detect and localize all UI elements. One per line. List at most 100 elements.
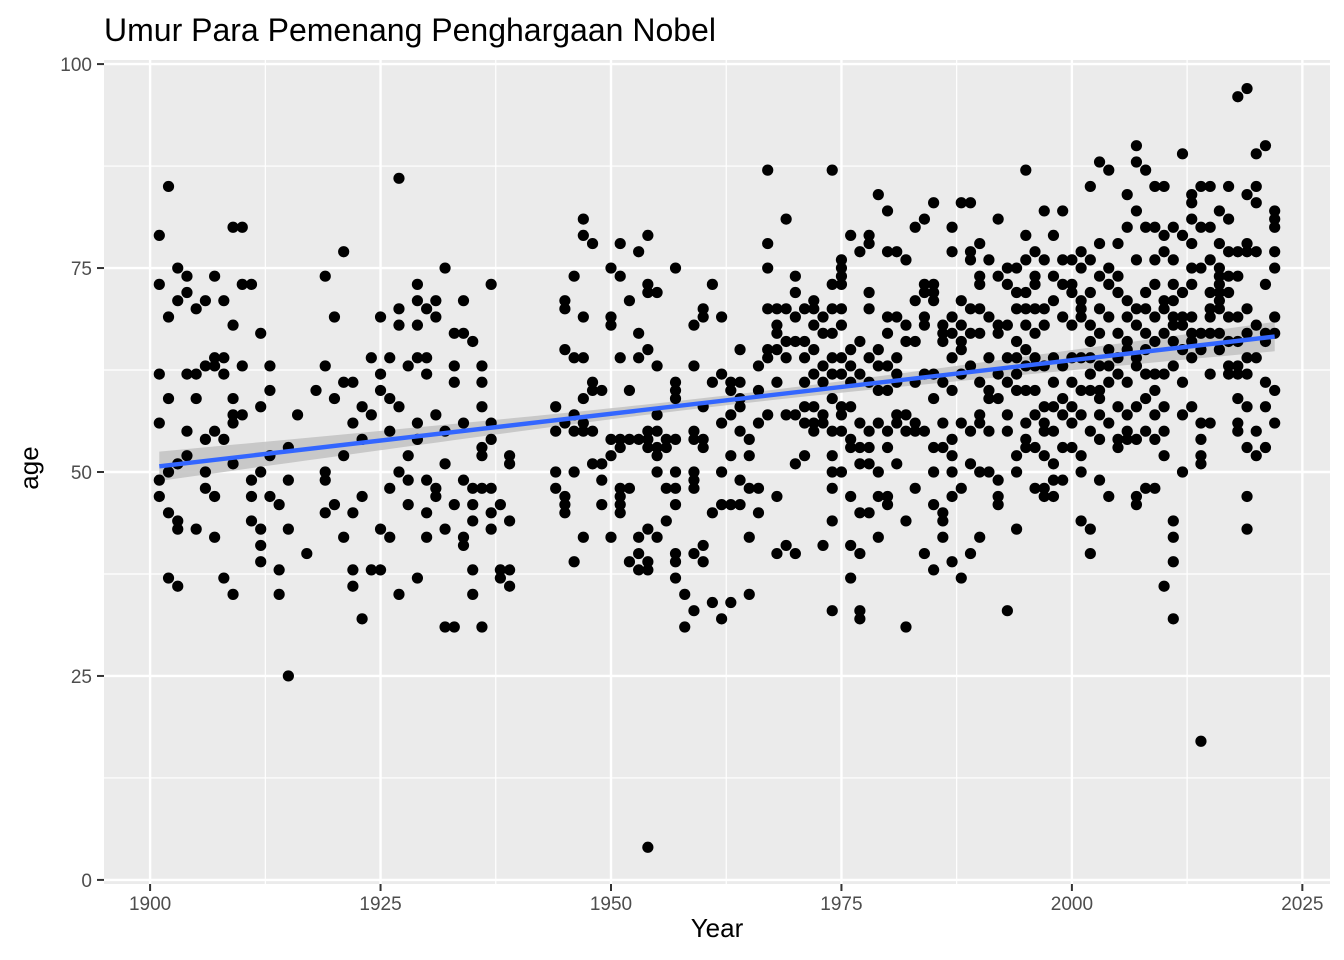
- data-point: [937, 515, 949, 527]
- data-point: [568, 270, 580, 282]
- data-point: [863, 352, 875, 364]
- data-point: [1084, 319, 1096, 331]
- data-point: [918, 278, 931, 290]
- data-point: [1038, 450, 1050, 462]
- data-point: [1112, 286, 1124, 299]
- data-point: [255, 539, 267, 552]
- data-point: [928, 295, 940, 307]
- data-point: [955, 482, 967, 494]
- data-point: [1084, 384, 1096, 397]
- data-point: [568, 556, 580, 568]
- data-point: [162, 507, 175, 519]
- data-point: [439, 458, 451, 470]
- data-point: [476, 441, 488, 454]
- data-point: [1195, 450, 1207, 462]
- data-point: [374, 384, 387, 397]
- data-point: [642, 286, 654, 299]
- data-point: [605, 433, 617, 445]
- data-point: [1121, 376, 1133, 388]
- data-point: [1223, 213, 1235, 225]
- data-point: [789, 458, 801, 470]
- data-point: [817, 311, 829, 323]
- data-point: [1020, 164, 1032, 176]
- data-point: [798, 376, 811, 388]
- data-point: [1269, 384, 1281, 397]
- data-point: [153, 368, 165, 380]
- data-point: [964, 254, 977, 266]
- data-point: [209, 531, 221, 543]
- data-point: [1029, 270, 1041, 282]
- data-point: [162, 466, 175, 478]
- data-point: [946, 433, 958, 445]
- data-point: [1186, 278, 1198, 290]
- data-point: [1093, 433, 1106, 445]
- data-point: [1149, 433, 1161, 445]
- data-point: [365, 352, 377, 364]
- data-point: [909, 482, 921, 494]
- data-point: [1093, 474, 1106, 486]
- data-point: [974, 417, 986, 429]
- data-point: [236, 221, 248, 233]
- data-point: [374, 523, 387, 535]
- data-point: [402, 360, 414, 372]
- data-point: [964, 425, 977, 437]
- data-point: [209, 425, 221, 437]
- data-point: [826, 327, 838, 339]
- data-point: [1232, 246, 1244, 258]
- data-point: [1112, 368, 1124, 380]
- data-point: [835, 303, 848, 315]
- data-point: [891, 458, 903, 470]
- data-point: [1223, 360, 1235, 372]
- data-point: [679, 621, 691, 633]
- data-point: [1186, 311, 1198, 323]
- data-point: [752, 507, 765, 519]
- data-point: [550, 425, 562, 437]
- data-point: [734, 401, 746, 413]
- data-point: [1130, 254, 1143, 266]
- data-point: [1001, 319, 1013, 331]
- data-point: [1167, 531, 1179, 543]
- data-point: [467, 588, 479, 600]
- data-point: [1213, 344, 1225, 356]
- y-axis-title: age: [14, 446, 44, 489]
- data-point: [974, 376, 986, 388]
- data-point: [937, 441, 949, 454]
- data-point: [992, 327, 1004, 339]
- data-point: [1232, 311, 1244, 323]
- data-point: [559, 490, 571, 503]
- data-point: [771, 376, 783, 388]
- data-point: [421, 474, 433, 486]
- data-point: [162, 180, 175, 193]
- data-point: [227, 319, 239, 331]
- data-point: [1250, 319, 1262, 331]
- data-point: [817, 409, 829, 421]
- data-point: [955, 344, 967, 356]
- data-point: [623, 433, 636, 445]
- data-point: [854, 613, 866, 625]
- data-point: [872, 490, 884, 503]
- data-point: [328, 499, 341, 511]
- data-point: [605, 262, 617, 274]
- data-point: [264, 490, 276, 503]
- data-point: [845, 433, 857, 445]
- data-point: [199, 295, 211, 307]
- data-point: [1158, 425, 1170, 437]
- data-point: [697, 539, 709, 552]
- data-point: [577, 392, 589, 405]
- data-point: [918, 547, 931, 560]
- data-point: [900, 425, 912, 437]
- data-point: [964, 327, 977, 339]
- data-point: [891, 352, 903, 364]
- data-point: [826, 392, 838, 405]
- data-point: [817, 327, 829, 339]
- data-point: [992, 270, 1004, 282]
- data-point: [1186, 213, 1198, 225]
- data-point: [1001, 262, 1013, 274]
- data-point: [752, 360, 765, 372]
- data-point: [651, 450, 663, 462]
- data-point: [762, 303, 774, 315]
- data-point: [1149, 180, 1161, 193]
- data-point: [845, 539, 857, 552]
- data-point: [1158, 368, 1170, 380]
